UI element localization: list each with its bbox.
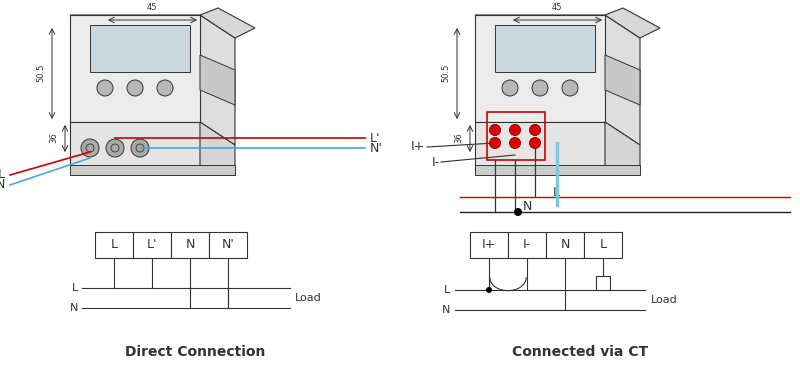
Text: L: L: [444, 285, 450, 295]
Text: 45: 45: [146, 3, 158, 12]
Text: 50.5: 50.5: [441, 64, 450, 82]
Polygon shape: [605, 15, 640, 145]
Polygon shape: [475, 122, 605, 170]
Text: N: N: [560, 238, 570, 251]
Circle shape: [97, 80, 113, 96]
Polygon shape: [605, 122, 640, 170]
Text: L: L: [599, 238, 606, 251]
Text: L: L: [72, 283, 78, 293]
Circle shape: [502, 80, 518, 96]
Text: Load: Load: [295, 293, 322, 303]
Text: Connected via CT: Connected via CT: [512, 345, 648, 359]
Text: L: L: [0, 169, 5, 181]
Text: L': L': [146, 238, 158, 251]
Circle shape: [106, 139, 124, 157]
Text: N': N': [222, 238, 234, 251]
Circle shape: [490, 124, 501, 135]
Text: L: L: [553, 185, 560, 198]
Circle shape: [131, 139, 149, 157]
Bar: [546, 232, 584, 258]
Polygon shape: [70, 15, 235, 38]
Circle shape: [486, 287, 492, 293]
Text: N: N: [186, 238, 194, 251]
Circle shape: [562, 80, 578, 96]
Polygon shape: [475, 15, 605, 122]
Circle shape: [81, 139, 99, 157]
Text: N: N: [70, 303, 78, 313]
Polygon shape: [605, 8, 660, 38]
Bar: [508, 232, 546, 258]
Text: 45: 45: [552, 3, 562, 12]
Circle shape: [157, 80, 173, 96]
Text: N: N: [442, 305, 450, 315]
Text: I+: I+: [410, 141, 425, 153]
Text: 50.5: 50.5: [36, 64, 45, 82]
Text: I+: I+: [482, 238, 496, 251]
Circle shape: [510, 124, 521, 135]
Text: Direct Connection: Direct Connection: [125, 345, 265, 359]
Bar: [95, 232, 133, 258]
Text: L: L: [110, 238, 118, 251]
Text: N: N: [523, 201, 532, 213]
Polygon shape: [475, 15, 640, 38]
Text: N: N: [0, 178, 5, 191]
Polygon shape: [605, 55, 640, 105]
Text: L': L': [370, 131, 381, 145]
Circle shape: [530, 124, 541, 135]
Circle shape: [532, 80, 548, 96]
Text: N': N': [370, 142, 383, 155]
Circle shape: [127, 80, 143, 96]
Polygon shape: [70, 15, 200, 122]
Polygon shape: [90, 25, 190, 72]
Polygon shape: [200, 8, 255, 38]
Bar: [470, 232, 508, 258]
Circle shape: [510, 138, 521, 149]
Text: I-: I-: [432, 156, 440, 169]
Bar: [487, 112, 545, 160]
Circle shape: [530, 138, 541, 149]
Polygon shape: [70, 165, 235, 175]
Circle shape: [490, 138, 501, 149]
Polygon shape: [200, 122, 235, 170]
Text: Load: Load: [651, 295, 678, 305]
Bar: [584, 232, 622, 258]
Bar: [209, 232, 247, 258]
Text: 36: 36: [454, 132, 463, 144]
Polygon shape: [495, 25, 595, 72]
Polygon shape: [200, 15, 235, 145]
Bar: [171, 232, 209, 258]
Bar: [133, 232, 171, 258]
Text: 36: 36: [49, 132, 58, 144]
Polygon shape: [200, 55, 235, 105]
Circle shape: [514, 208, 522, 216]
Text: I-: I-: [523, 238, 531, 251]
Polygon shape: [475, 165, 640, 175]
Bar: [596, 276, 610, 290]
Polygon shape: [70, 122, 200, 170]
